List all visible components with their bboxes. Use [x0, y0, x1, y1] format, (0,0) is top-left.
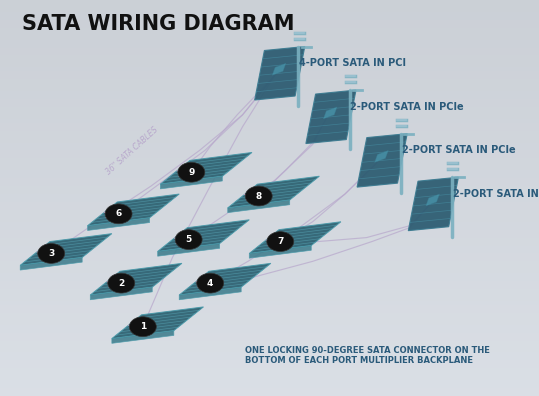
Polygon shape: [112, 307, 204, 339]
Polygon shape: [323, 107, 337, 119]
Polygon shape: [20, 234, 112, 265]
Text: 6: 6: [115, 209, 122, 218]
Polygon shape: [179, 263, 271, 295]
Text: SATA WIRING DIAGRAM: SATA WIRING DIAGRAM: [22, 14, 294, 34]
Polygon shape: [20, 257, 82, 270]
Circle shape: [175, 230, 202, 249]
Text: 3: 3: [48, 249, 54, 258]
Polygon shape: [306, 90, 356, 143]
Circle shape: [108, 273, 135, 293]
Polygon shape: [227, 200, 290, 213]
Polygon shape: [179, 287, 241, 300]
Text: 2: 2: [118, 279, 125, 287]
Polygon shape: [161, 176, 222, 189]
Polygon shape: [161, 152, 252, 184]
Polygon shape: [272, 63, 286, 75]
Text: 7: 7: [277, 237, 284, 246]
Polygon shape: [91, 287, 153, 300]
Polygon shape: [249, 246, 312, 258]
Polygon shape: [255, 46, 305, 100]
Polygon shape: [375, 150, 388, 162]
Text: 2-PORT SATA IN PCIe: 2-PORT SATA IN PCIe: [453, 189, 539, 199]
Polygon shape: [409, 177, 458, 230]
Polygon shape: [249, 222, 341, 253]
Circle shape: [197, 273, 224, 293]
Circle shape: [245, 186, 272, 206]
Polygon shape: [357, 134, 407, 187]
Circle shape: [129, 317, 156, 337]
Text: BOTTOM OF EACH PORT MULTIPLIER BACKPLANE: BOTTOM OF EACH PORT MULTIPLIER BACKPLANE: [245, 356, 473, 365]
Polygon shape: [227, 176, 319, 208]
Text: 1: 1: [140, 322, 146, 331]
Text: ONE LOCKING 90-DEGREE SATA CONNECTOR ON THE: ONE LOCKING 90-DEGREE SATA CONNECTOR ON …: [245, 346, 490, 355]
Circle shape: [38, 244, 65, 263]
Text: 9: 9: [188, 168, 195, 177]
Polygon shape: [426, 194, 439, 206]
Polygon shape: [157, 244, 220, 256]
Polygon shape: [87, 218, 150, 230]
Text: 8: 8: [255, 192, 262, 200]
Polygon shape: [91, 263, 182, 295]
Text: 4-PORT SATA IN PCI: 4-PORT SATA IN PCI: [299, 58, 406, 69]
Text: 5: 5: [185, 235, 192, 244]
Polygon shape: [112, 331, 174, 343]
Polygon shape: [157, 220, 249, 251]
Text: 2-PORT SATA IN PCIe: 2-PORT SATA IN PCIe: [350, 102, 464, 112]
Circle shape: [267, 232, 294, 251]
Text: 4: 4: [207, 279, 213, 287]
Circle shape: [105, 204, 132, 224]
Circle shape: [178, 162, 205, 182]
Text: 36" SATA CABLES: 36" SATA CABLES: [104, 125, 160, 176]
Text: 2-PORT SATA IN PCIe: 2-PORT SATA IN PCIe: [402, 145, 515, 156]
Polygon shape: [87, 194, 179, 226]
